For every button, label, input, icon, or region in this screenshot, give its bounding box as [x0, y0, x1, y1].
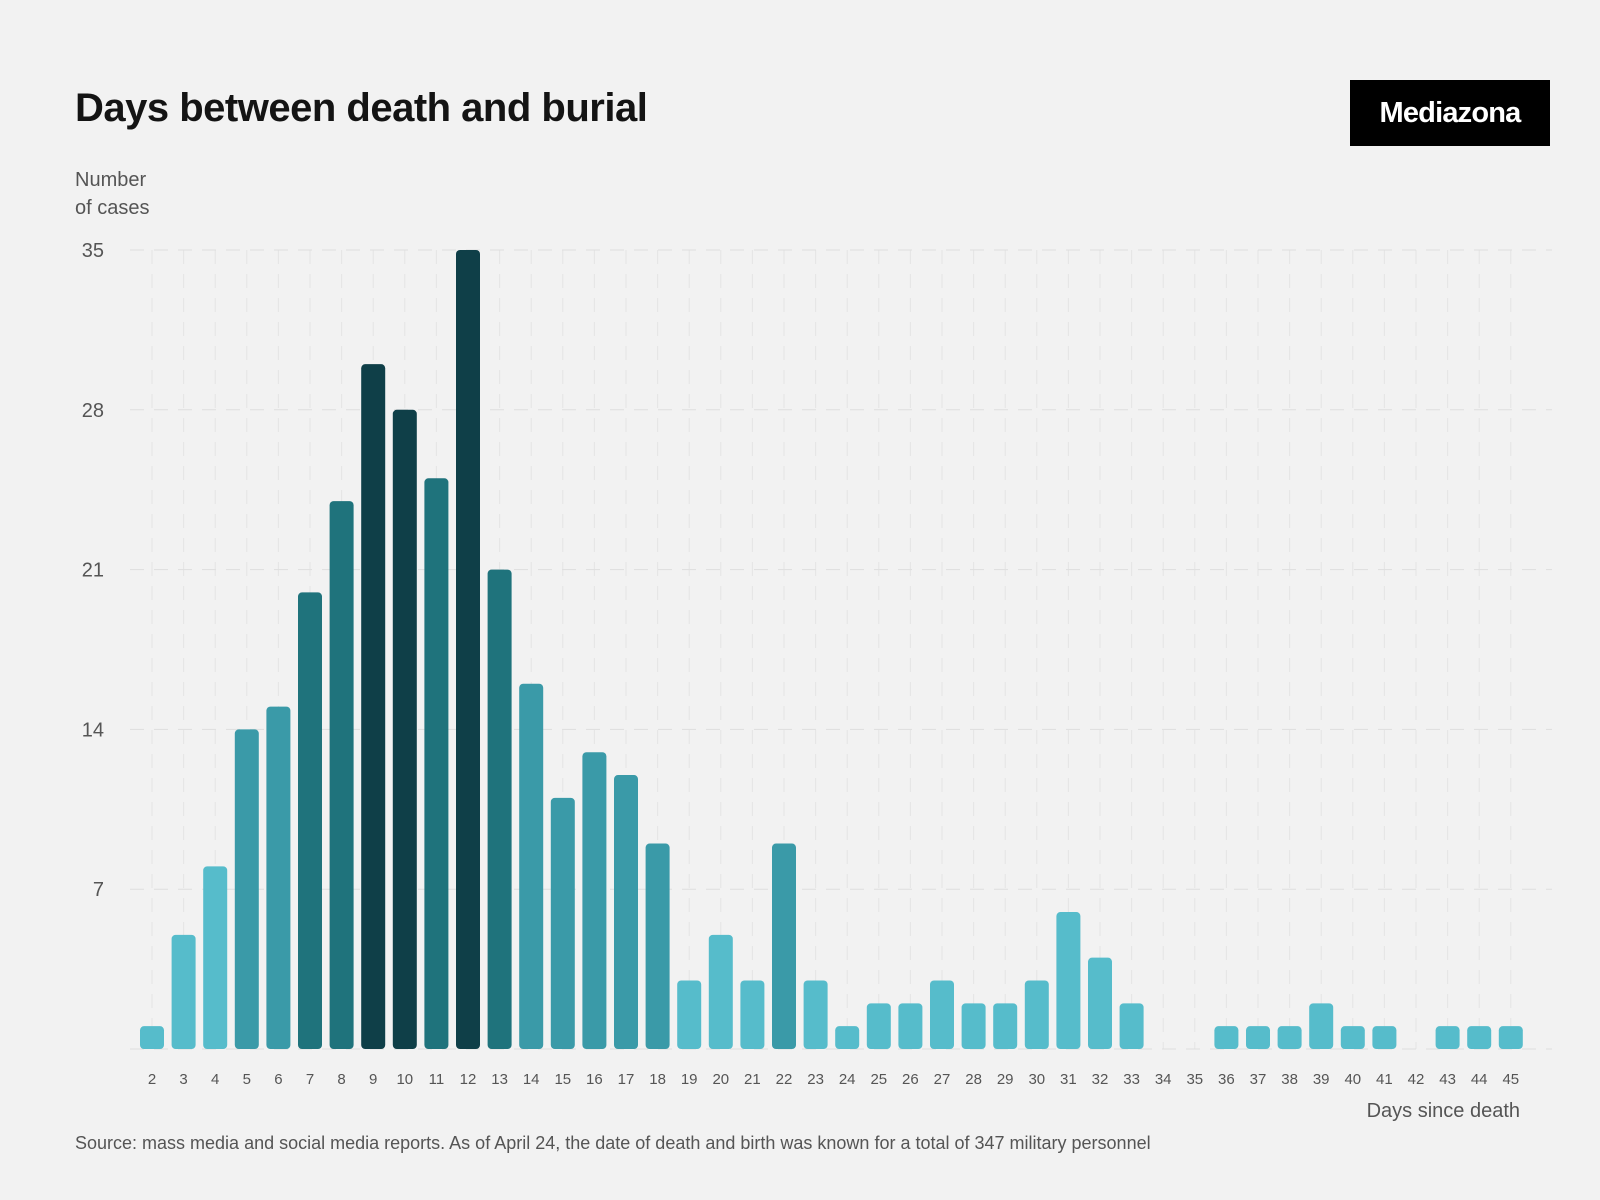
x-tick-label: 5 [243, 1071, 251, 1088]
x-tick-label: 22 [776, 1071, 793, 1088]
x-tick-label: 8 [337, 1071, 345, 1088]
x-tick-label: 33 [1123, 1071, 1140, 1088]
bar-day-8 [329, 501, 354, 1050]
bar-day-11 [424, 478, 449, 1049]
y-tick-label: 35 [82, 240, 104, 262]
bar-day-2 [140, 1026, 164, 1049]
y-axis-label-line2: of cases [75, 197, 150, 219]
x-tick-label: 30 [1028, 1071, 1045, 1088]
bar-day-39 [1309, 1003, 1334, 1049]
bar-day-41 [1372, 1026, 1397, 1049]
x-tick-label: 32 [1092, 1071, 1109, 1088]
x-tick-label: 13 [491, 1071, 508, 1088]
bar-day-36 [1214, 1026, 1239, 1049]
y-axis-label: Number of cases [75, 166, 215, 222]
bar-day-40 [1340, 1026, 1365, 1049]
bar-day-23 [803, 980, 828, 1049]
bar-day-37 [1246, 1026, 1270, 1049]
x-tick-label: 31 [1060, 1071, 1077, 1088]
y-tick-label: 28 [82, 400, 104, 422]
x-tick-label: 6 [274, 1071, 282, 1088]
x-tick-label: 10 [396, 1071, 413, 1088]
y-axis-label-line1: Number [75, 169, 147, 191]
bar-day-13 [487, 569, 512, 1049]
x-tick-label: 34 [1155, 1071, 1172, 1088]
x-tick-label: 18 [649, 1071, 666, 1088]
bar-day-29 [993, 1003, 1018, 1049]
x-tick-label: 40 [1344, 1071, 1361, 1088]
x-tick-label: 12 [460, 1071, 477, 1088]
bar-day-44 [1467, 1026, 1492, 1049]
x-tick-label: 2 [148, 1071, 156, 1088]
x-tick-label: 19 [681, 1071, 698, 1088]
bar-day-5 [234, 729, 259, 1049]
x-tick-label: 35 [1186, 1071, 1203, 1088]
y-tick-label: 14 [82, 719, 104, 741]
x-tick-label: 38 [1281, 1071, 1298, 1088]
x-tick-label: 16 [586, 1071, 603, 1088]
x-tick-label: 23 [807, 1071, 824, 1088]
x-tick-label: 41 [1376, 1071, 1393, 1088]
bar-day-30 [1024, 980, 1049, 1049]
bar-day-26 [898, 1003, 923, 1049]
x-tick-label: 4 [211, 1071, 219, 1088]
mediazona-logo: Mediazona [1350, 80, 1550, 146]
x-tick-label: 44 [1471, 1071, 1488, 1088]
bar-day-4 [203, 866, 228, 1049]
bar-day-14 [519, 683, 544, 1049]
bar-day-38 [1277, 1026, 1302, 1049]
bar-day-17 [614, 775, 638, 1049]
x-tick-label: 29 [997, 1071, 1014, 1088]
x-tick-label: 42 [1408, 1071, 1425, 1088]
bar-day-19 [677, 980, 702, 1049]
bar-day-18 [645, 843, 670, 1049]
x-tick-label: 14 [523, 1071, 540, 1088]
x-tick-label: 24 [839, 1071, 856, 1088]
x-tick-label: 27 [934, 1071, 951, 1088]
bar-day-3 [171, 934, 196, 1049]
x-tick-label: 21 [744, 1071, 761, 1088]
x-tick-label: 26 [902, 1071, 919, 1088]
x-tick-label: 25 [870, 1071, 887, 1088]
bar-day-9 [361, 364, 386, 1050]
bar-day-12 [456, 250, 480, 1049]
x-tick-label: 20 [712, 1071, 729, 1088]
bar-day-43 [1435, 1026, 1460, 1049]
x-tick-label: 9 [369, 1071, 377, 1088]
y-tick-label: 21 [82, 560, 104, 582]
source-note: Source: mass media and social media repo… [75, 1133, 1151, 1153]
x-tick-label: 17 [618, 1071, 635, 1088]
bar-day-15 [550, 797, 575, 1049]
bar-day-28 [961, 1003, 986, 1049]
bar-day-20 [708, 934, 733, 1049]
bar-day-10 [392, 409, 417, 1049]
x-tick-label: 28 [965, 1071, 982, 1088]
bar-day-16 [582, 752, 607, 1049]
bar-day-22 [772, 843, 796, 1049]
bar-day-21 [740, 980, 765, 1049]
x-tick-label: 39 [1313, 1071, 1330, 1088]
bar-day-32 [1088, 957, 1112, 1049]
x-tick-label: 43 [1439, 1071, 1456, 1088]
bar-day-31 [1056, 912, 1081, 1049]
bar-day-24 [835, 1026, 860, 1049]
x-tick-label: 7 [306, 1071, 314, 1088]
bar-day-33 [1119, 1003, 1144, 1049]
x-tick-label: 45 [1502, 1071, 1519, 1088]
x-tick-label: 36 [1218, 1071, 1235, 1088]
x-axis-label: Days since death [1366, 1100, 1520, 1122]
bar-day-27 [930, 980, 954, 1049]
x-tick-label: 37 [1250, 1071, 1267, 1088]
y-tick-label: 7 [93, 879, 104, 901]
bar-day-45 [1498, 1026, 1523, 1049]
bar-day-7 [298, 592, 322, 1049]
x-tick-label: 3 [179, 1071, 187, 1088]
x-tick-label: 15 [554, 1071, 571, 1088]
bar-day-25 [866, 1003, 891, 1049]
x-tick-label: 11 [429, 1071, 445, 1088]
bar-day-6 [266, 706, 291, 1049]
chart-title: Days between death and burial [75, 86, 648, 130]
